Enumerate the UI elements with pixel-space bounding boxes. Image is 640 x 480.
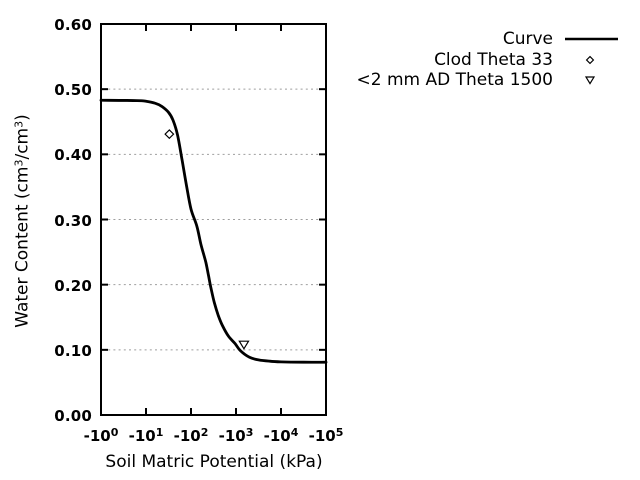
x-tick-base: -10 bbox=[128, 427, 156, 445]
y-tick-label: 0.20 bbox=[54, 276, 92, 295]
x-tick-label: -104 bbox=[249, 424, 313, 445]
legend-label: <2 mm AD Theta 1500 bbox=[356, 70, 553, 91]
y-title-text: Water Content (cm bbox=[12, 166, 33, 328]
x-tick-label: -101 bbox=[114, 424, 178, 445]
y-tick-label: 0.10 bbox=[54, 341, 92, 360]
legend: Curve Clod Theta 33 <2 mm AD Theta 1500 bbox=[357, 29, 620, 91]
legend-diamond-icon bbox=[585, 55, 595, 64]
x-tick-base: -10 bbox=[83, 427, 111, 445]
legend-symbol bbox=[564, 70, 620, 90]
x-tick-label: -102 bbox=[159, 424, 223, 445]
y-tick-label: 0.50 bbox=[54, 81, 92, 100]
y-title-superscript: 3 bbox=[12, 120, 26, 128]
x-tick-exponent: 2 bbox=[200, 426, 209, 439]
x-tick-label: -103 bbox=[204, 424, 268, 445]
legend-row: Clod Theta 33 bbox=[357, 50, 620, 71]
x-tick-base: -10 bbox=[263, 427, 291, 445]
x-tick-exponent: 0 bbox=[110, 426, 119, 439]
x-axis-title: Soil Matric Potential (kPa) bbox=[105, 452, 323, 472]
x-tick-base: -10 bbox=[218, 427, 246, 445]
x-tick-exponent: 1 bbox=[155, 426, 164, 439]
legend-symbol bbox=[564, 29, 620, 49]
legend-row: <2 mm AD Theta 1500 bbox=[357, 70, 620, 91]
legend-label: Curve bbox=[502, 29, 553, 50]
y-tick-label: 0.30 bbox=[54, 211, 92, 230]
x-tick-exponent: 5 bbox=[335, 426, 344, 439]
y-title-superscript: 3 bbox=[12, 159, 26, 167]
clod-theta-33-marker bbox=[164, 129, 175, 140]
2-mm-ad-theta-1500-marker bbox=[238, 340, 250, 350]
y-title-text: ) bbox=[12, 114, 33, 121]
legend-symbol bbox=[564, 50, 620, 70]
x-tick-label: -105 bbox=[294, 424, 358, 445]
x-tick-exponent: 3 bbox=[245, 426, 254, 439]
legend-triangle-down-icon bbox=[584, 76, 596, 86]
y-tick-label: 0.40 bbox=[54, 146, 92, 165]
y-tick-label: 0.00 bbox=[54, 407, 92, 425]
x-tick-base: -10 bbox=[308, 427, 336, 445]
y-tick-label: 0.60 bbox=[54, 16, 92, 34]
curve-line bbox=[99, 98, 328, 364]
legend-label: Clod Theta 33 bbox=[434, 49, 553, 70]
x-tick-base: -10 bbox=[173, 427, 201, 445]
legend-row: Curve bbox=[357, 29, 620, 50]
x-tick-exponent: 4 bbox=[290, 426, 299, 439]
x-tick-label: -100 bbox=[69, 424, 133, 445]
